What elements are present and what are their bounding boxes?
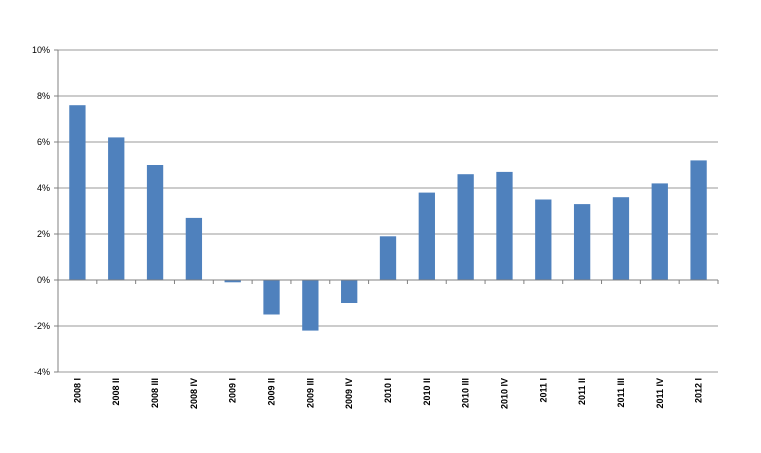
x-tick-label: 2010 I xyxy=(383,378,393,403)
y-tick-label: 2% xyxy=(37,229,50,239)
bar xyxy=(496,171,513,280)
x-tick-label: 2008 IV xyxy=(189,378,199,409)
x-tick-label: 2009 IV xyxy=(344,378,354,409)
bar xyxy=(612,197,630,280)
y-tick-label: 8% xyxy=(37,91,50,101)
bar xyxy=(224,280,241,283)
y-tick-label: -4% xyxy=(34,367,50,377)
y-tick-label: 4% xyxy=(37,183,50,193)
x-tick-label: 2008 II xyxy=(111,378,121,406)
x-tick-label: 2011 III xyxy=(616,378,626,408)
bar xyxy=(146,165,164,280)
bar xyxy=(651,183,668,280)
x-tick-label: 2010 III xyxy=(461,378,471,408)
bar xyxy=(535,199,552,280)
y-tick-label: -2% xyxy=(34,321,50,331)
bar xyxy=(690,160,707,280)
x-tick-label: 2011 I xyxy=(538,378,548,403)
gridlines xyxy=(58,49,718,373)
bar xyxy=(108,137,125,280)
x-tick-label: 2011 II xyxy=(577,378,587,405)
y-tick-label: 0% xyxy=(37,275,50,285)
x-tick-labels: 2008 I 2008 II 2008 III 2008 IV 2009 I 2009 I… xyxy=(72,378,703,409)
bar xyxy=(457,174,474,280)
x-tick-label: 2009 III xyxy=(305,378,315,408)
x-tick-label: 2010 IV xyxy=(499,378,509,409)
bar xyxy=(379,236,397,280)
axes xyxy=(54,49,719,373)
x-tick-label: 2012 I xyxy=(694,378,704,403)
bar xyxy=(302,280,319,331)
x-tick-label: 2009 II xyxy=(267,378,277,406)
bars xyxy=(69,105,707,331)
y-tick-label: 6% xyxy=(37,137,50,147)
bar xyxy=(185,217,203,280)
bar xyxy=(263,280,280,315)
x-tick-label: 2010 II xyxy=(422,378,432,406)
y-tick-label: 10% xyxy=(32,45,50,55)
x-tick-label: 2009 I xyxy=(228,378,238,403)
x-tick-label: 2008 I xyxy=(72,378,82,403)
bar xyxy=(418,192,435,280)
y-tick-labels: -4% -2% 0% 2% 4% 6% 8% 10% xyxy=(32,45,50,377)
x-tick-label: 2008 III xyxy=(150,378,160,408)
bar xyxy=(573,204,591,280)
x-tick-label: 2011 IV xyxy=(655,378,665,409)
bar xyxy=(69,105,86,280)
bar xyxy=(341,280,358,303)
